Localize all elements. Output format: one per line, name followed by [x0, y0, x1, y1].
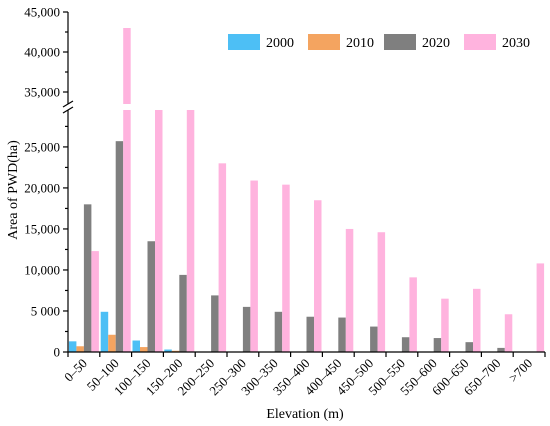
bar-2030-100–150-lower — [155, 110, 163, 352]
bar-2000-150–200 — [164, 349, 172, 352]
bar-2030-450–500 — [377, 232, 386, 352]
bar-2020-50–100 — [115, 141, 124, 352]
bar-2020-250–300 — [242, 306, 251, 352]
y-tick-label: 5 000 — [31, 303, 60, 318]
y-tick-label: 15,000 — [24, 221, 60, 236]
y-tick-label: 35,000 — [24, 85, 60, 100]
bar-2030->700 — [536, 263, 545, 352]
legend-label-2000: 2000 — [266, 36, 294, 51]
bar-2020-100–150 — [147, 241, 155, 352]
legend-label-2020: 2020 — [422, 36, 450, 51]
bar-2010-50–100 — [108, 334, 116, 352]
bar-2020-650–700 — [497, 347, 505, 352]
bar-2030-650–700 — [504, 314, 513, 352]
bar-2030-150–200-lower — [186, 110, 195, 352]
legend-swatch-2030 — [464, 34, 496, 50]
y-tick-label: 10,000 — [24, 262, 60, 277]
bar-2020-350–400 — [306, 316, 314, 352]
bar-2020-550–600 — [433, 338, 442, 352]
bar-2030-550–600 — [441, 298, 449, 352]
bar-2020-600–650 — [465, 342, 473, 352]
legend-item-2030: 2030 — [464, 34, 530, 51]
y-tick-label: 0 — [54, 345, 61, 360]
bar-2010-150–200 — [171, 350, 180, 352]
bar-2030-0–50 — [91, 251, 99, 352]
bar-2020-150–200 — [179, 274, 187, 352]
bar-2020-500–550 — [401, 337, 410, 352]
y-tick-label: 40,000 — [24, 45, 60, 60]
bar-2030-100–150 — [155, 110, 163, 352]
legend: 2000 2010 2020 2030 — [228, 34, 530, 51]
bar-2030-200–250 — [218, 163, 227, 352]
y-tick-label: 20,000 — [24, 180, 60, 195]
legend-swatch-2020 — [384, 34, 416, 50]
bar-2030-250–300 — [250, 180, 258, 352]
bar-2010-100–150 — [140, 347, 148, 352]
bar-2000-100–150 — [132, 340, 140, 352]
legend-label-2010: 2010 — [346, 36, 374, 51]
legend-item-2000: 2000 — [228, 34, 294, 51]
bars-layer — [68, 28, 545, 352]
legend-item-2020: 2020 — [384, 34, 450, 51]
y-tick-label: 25,000 — [24, 139, 60, 154]
legend-label-2030: 2030 — [502, 36, 530, 51]
bar-2010-0–50 — [76, 346, 84, 352]
bar-2030-500–550 — [409, 277, 417, 352]
bar-2030-350–400 — [314, 200, 322, 352]
bar-2000-0–50 — [68, 341, 77, 352]
bar-2030-400–450 — [345, 228, 354, 352]
x-tick-label: >700 — [506, 356, 536, 386]
axis-break-mark-lower — [62, 106, 74, 114]
bar-2020-400–450 — [338, 317, 346, 352]
y-axis-title: Area of PWD(ha) — [6, 140, 21, 240]
axes-layer — [62, 12, 545, 353]
legend-item-2010: 2010 — [308, 34, 374, 51]
bar-2030-300–350 — [282, 184, 290, 352]
bar-2030-600–650 — [473, 288, 481, 352]
legend-swatch-2000 — [228, 34, 260, 50]
bar-2030-150–200 — [186, 110, 195, 352]
x-axis-title: Elevation (m) — [266, 407, 344, 422]
bar-2030-50–100-lower — [123, 110, 131, 352]
bar-2020-300–350 — [274, 311, 283, 352]
bar-2020-200–250 — [211, 295, 219, 352]
bar-2020-450–500 — [370, 326, 378, 352]
axis-break-mark-upper — [62, 100, 74, 108]
bar-2020-0–50 — [83, 204, 92, 352]
bar-2030-50–100 — [123, 28, 131, 352]
legend-swatch-2010 — [308, 34, 340, 50]
bar-2030-50–100-upper — [123, 28, 131, 104]
bar-2000-50–100 — [100, 311, 109, 352]
y-tick-label: 45,000 — [24, 5, 60, 20]
